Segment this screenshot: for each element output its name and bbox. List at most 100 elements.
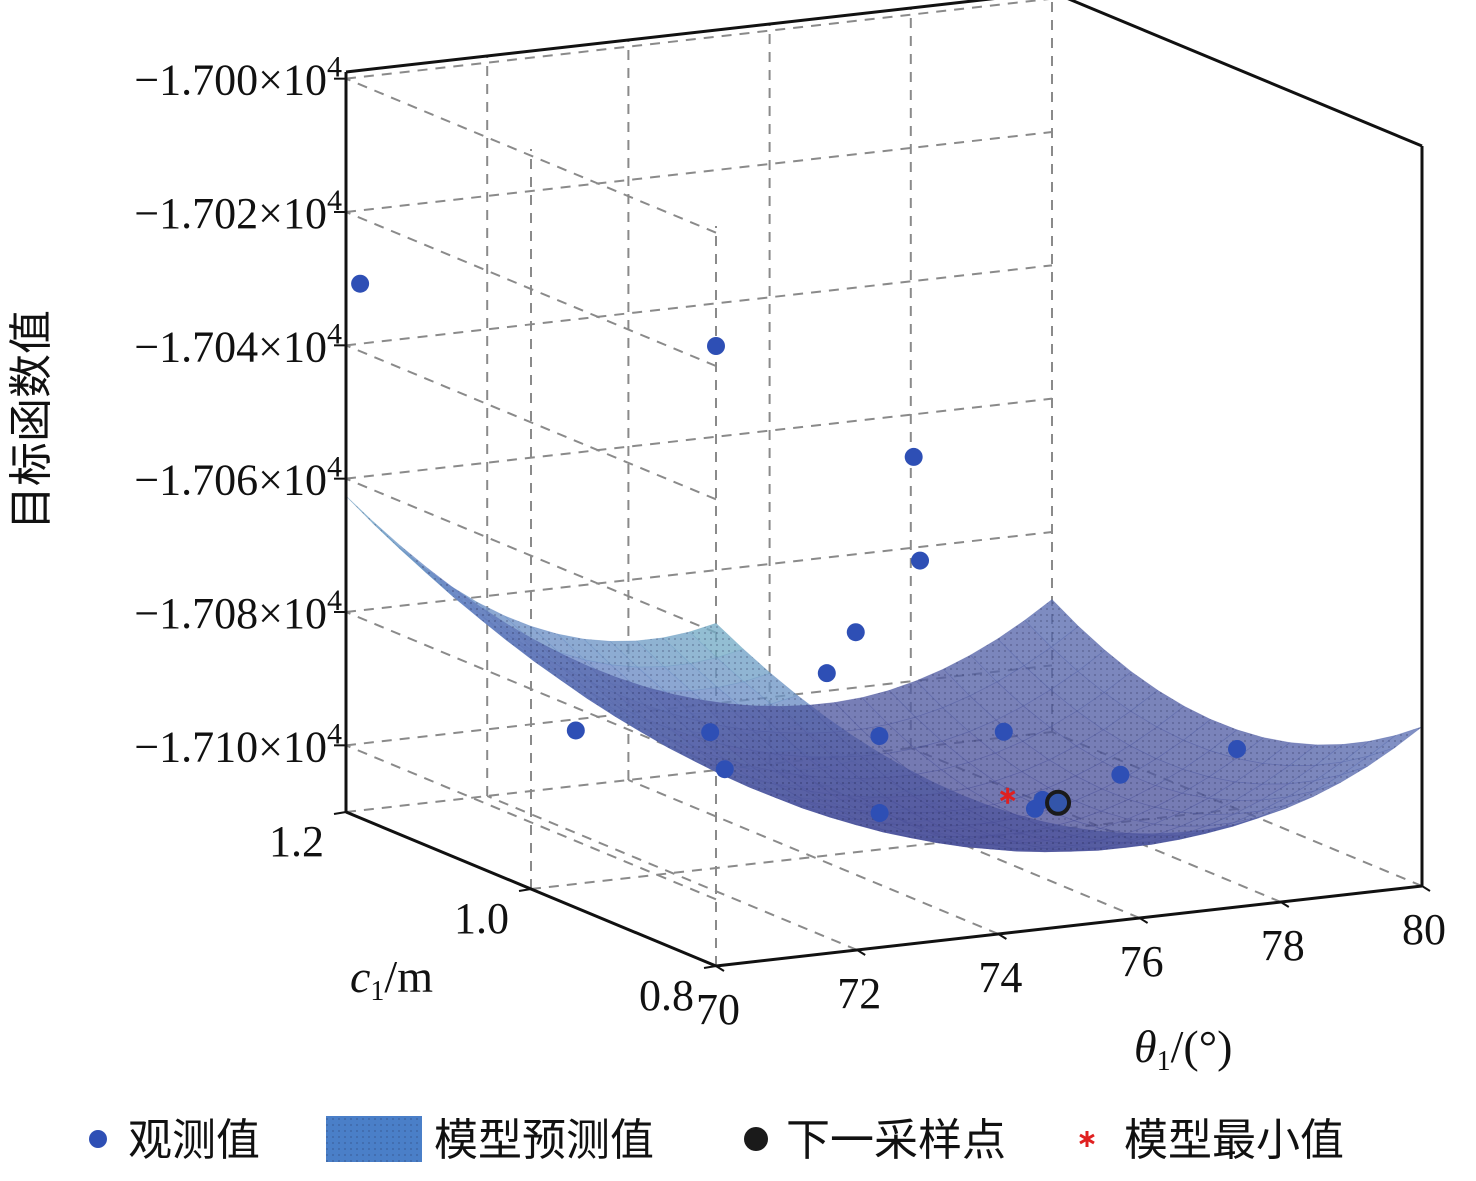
surface-mesh <box>642 727 697 758</box>
surface-mesh <box>616 705 670 740</box>
surface-mesh <box>1314 756 1369 781</box>
surface-mesh <box>1049 745 1103 776</box>
surface-mesh <box>997 665 1051 706</box>
grid-side-z <box>345 744 717 901</box>
surface-mesh <box>1180 814 1235 827</box>
surface-mesh <box>504 615 559 652</box>
surface-mesh <box>991 843 1046 850</box>
z-tick-label: −1.710×104 <box>134 717 342 771</box>
surface-mesh <box>832 778 887 798</box>
surface-mesh <box>859 777 914 798</box>
surface-mesh <box>561 680 615 716</box>
observed-point <box>1111 765 1130 784</box>
surface-mesh <box>857 819 912 834</box>
surface-mesh <box>1155 769 1210 794</box>
surface-mesh <box>1262 765 1316 785</box>
surface-mesh <box>1342 735 1396 763</box>
surface-mesh <box>1236 737 1290 764</box>
observed-point <box>1228 740 1246 758</box>
surface-mesh <box>689 623 744 658</box>
surface-mesh <box>860 753 915 778</box>
x-tick-label: 70 <box>696 985 740 1034</box>
surface-mesh <box>1154 793 1209 813</box>
y-tick-mark <box>333 811 347 815</box>
surface-mesh <box>996 706 1050 742</box>
surface-mesh <box>778 771 832 795</box>
surface-mesh <box>997 620 1052 666</box>
surface-mesh <box>427 568 481 616</box>
surface-mesh <box>887 748 942 775</box>
surface-mesh <box>914 741 969 770</box>
surface-mesh <box>964 843 1019 850</box>
x-axis-line <box>715 884 1423 968</box>
z-tick-label: −1.702×104 <box>134 184 342 238</box>
surface-mesh <box>1074 789 1129 812</box>
surface-mesh <box>886 774 941 797</box>
surface-mesh <box>834 729 888 757</box>
surface-mesh <box>969 681 1024 720</box>
surface-mesh <box>610 640 664 668</box>
surface-mesh <box>968 753 1022 782</box>
surface-mesh <box>669 739 724 769</box>
grid-floor-x <box>628 779 999 935</box>
surface-mesh <box>535 652 589 692</box>
surface-mesh <box>644 704 698 738</box>
tick-labels: 70 72 74 76 78 80 0.8 1.0 1.2 −1.700×104 −1.702×10… <box>134 51 1446 1034</box>
surface-mesh <box>1315 741 1370 766</box>
surface-mesh <box>1130 690 1185 727</box>
surface-mesh <box>916 669 970 708</box>
surface-mesh <box>753 705 807 734</box>
surface-mesh <box>644 686 699 721</box>
surface-mesh <box>1050 671 1105 711</box>
surface-mesh <box>1260 791 1315 811</box>
surface-mesh <box>1129 758 1183 786</box>
surface-mesh <box>776 793 831 814</box>
observed-point <box>994 722 1013 741</box>
surface-mesh <box>1234 783 1289 801</box>
surface-mesh <box>426 572 481 619</box>
surface-mesh <box>861 690 916 725</box>
surface-mesh <box>911 833 965 844</box>
surface-mesh <box>508 634 562 676</box>
observed-point <box>701 723 720 742</box>
surface-mesh <box>1287 774 1342 797</box>
surface-mesh <box>888 717 942 749</box>
observed-point <box>817 664 836 683</box>
surface-mesh <box>636 637 691 667</box>
surface-mesh <box>726 703 780 733</box>
surface-mesh <box>668 745 723 774</box>
surface-mesh <box>992 832 1047 844</box>
surface-mesh <box>941 762 995 789</box>
y-axis-label: c1/m <box>350 951 433 1007</box>
surface-mesh <box>1024 647 1078 690</box>
surface-mesh <box>663 663 718 691</box>
surface-mesh <box>914 769 968 794</box>
surface-mesh <box>671 694 726 727</box>
surface-mesh <box>912 812 967 827</box>
surface-mesh <box>589 681 644 718</box>
surface-mesh <box>1289 744 1343 766</box>
surface-mesh <box>481 615 535 659</box>
surface-mesh <box>699 699 753 731</box>
observed-point <box>715 760 734 779</box>
surface-mesh <box>1156 740 1210 770</box>
surface-mesh <box>1234 796 1288 815</box>
surface-mesh <box>1154 812 1208 827</box>
surface-mesh <box>1183 719 1237 751</box>
surface-mesh <box>938 836 992 845</box>
surface-mesh <box>400 545 454 595</box>
surface-mesh <box>1262 742 1317 766</box>
surface-mesh <box>583 639 638 668</box>
surface-mesh <box>1071 847 1126 851</box>
surface-mesh <box>1051 626 1105 672</box>
surface-mesh <box>1287 782 1341 806</box>
surface-mesh <box>1182 776 1236 799</box>
surface-mesh <box>562 667 617 706</box>
surface-mesh <box>1073 828 1127 841</box>
surface-mesh <box>885 812 939 827</box>
surface-mesh <box>993 817 1047 833</box>
surface-mesh <box>616 693 671 729</box>
surface-mesh <box>557 634 611 665</box>
surface-mesh <box>779 732 834 758</box>
